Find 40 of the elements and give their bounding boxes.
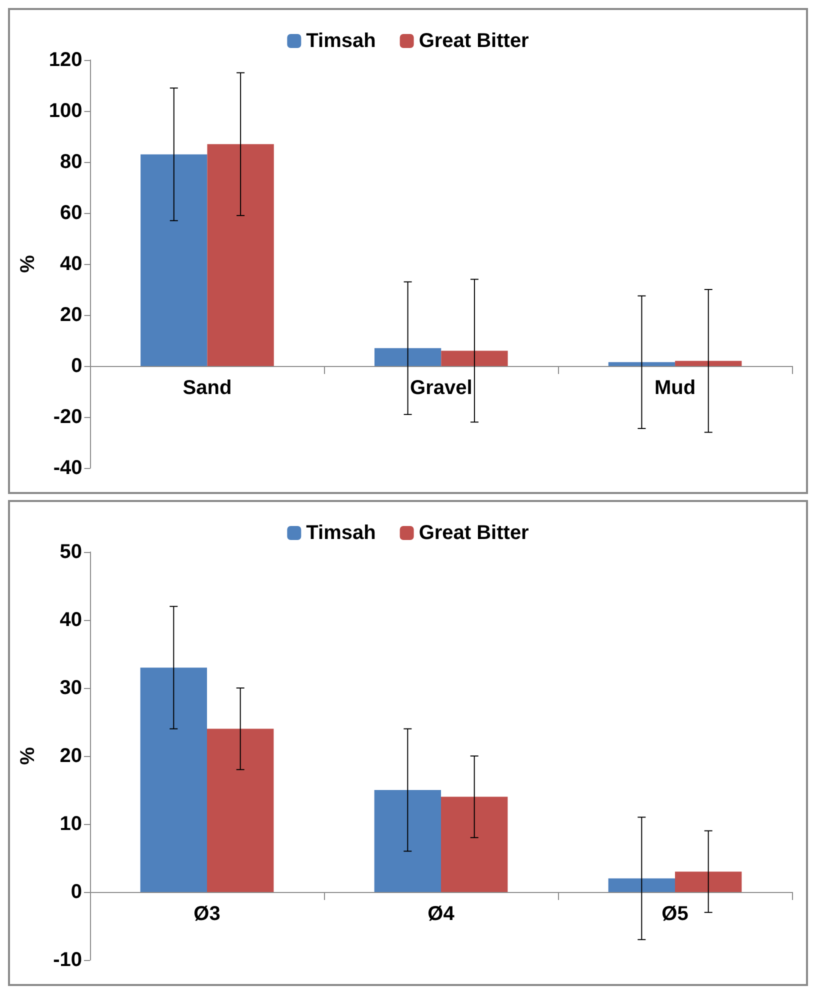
legend-label: Timsah xyxy=(306,30,376,52)
y-tick-label: -40 xyxy=(53,457,82,479)
legend-label: Timsah xyxy=(306,522,376,544)
bar xyxy=(608,362,676,366)
y-tick-label: -10 xyxy=(53,949,82,971)
bar xyxy=(207,144,274,366)
legend-label: Great Bitter xyxy=(418,522,530,544)
bar xyxy=(441,350,508,366)
y-tick-label: 0 xyxy=(70,881,82,903)
y-tick-label: 20 xyxy=(60,745,82,767)
y-tick-label: 120 xyxy=(48,49,82,71)
bar xyxy=(374,348,442,366)
bar xyxy=(675,872,742,892)
x-tick-label: Mud xyxy=(654,377,696,399)
y-tick-label: 10 xyxy=(60,813,82,835)
bar xyxy=(140,668,207,892)
y-tick-label: 30 xyxy=(60,677,82,699)
x-tick-label: Ø5 xyxy=(662,903,688,925)
bar xyxy=(140,154,208,366)
y-tick-label: 40 xyxy=(60,609,82,631)
bar xyxy=(374,790,441,892)
x-tick-label: Gravel xyxy=(410,377,472,399)
y-tick-label: 20 xyxy=(60,304,82,326)
x-tick-label: Ø4 xyxy=(428,903,456,925)
y-tick-label: 100 xyxy=(48,100,82,122)
x-tick-label: Ø3 xyxy=(194,903,220,925)
legend-label: Great Bitter xyxy=(418,30,530,52)
bar xyxy=(608,878,675,892)
bar xyxy=(441,796,508,892)
y-axis-title: % xyxy=(17,746,39,765)
y-tick-label: 60 xyxy=(60,202,82,224)
y-tick-label: -20 xyxy=(53,406,82,428)
x-tick-label: Sand xyxy=(182,377,232,399)
y-tick-label: 80 xyxy=(60,151,82,173)
y-tick-label: 40 xyxy=(60,253,82,275)
y-tick-label: 50 xyxy=(60,541,82,563)
y-axis-title: % xyxy=(17,254,39,273)
bar xyxy=(207,728,274,892)
y-tick-label: 0 xyxy=(71,355,82,377)
bar xyxy=(675,360,742,366)
